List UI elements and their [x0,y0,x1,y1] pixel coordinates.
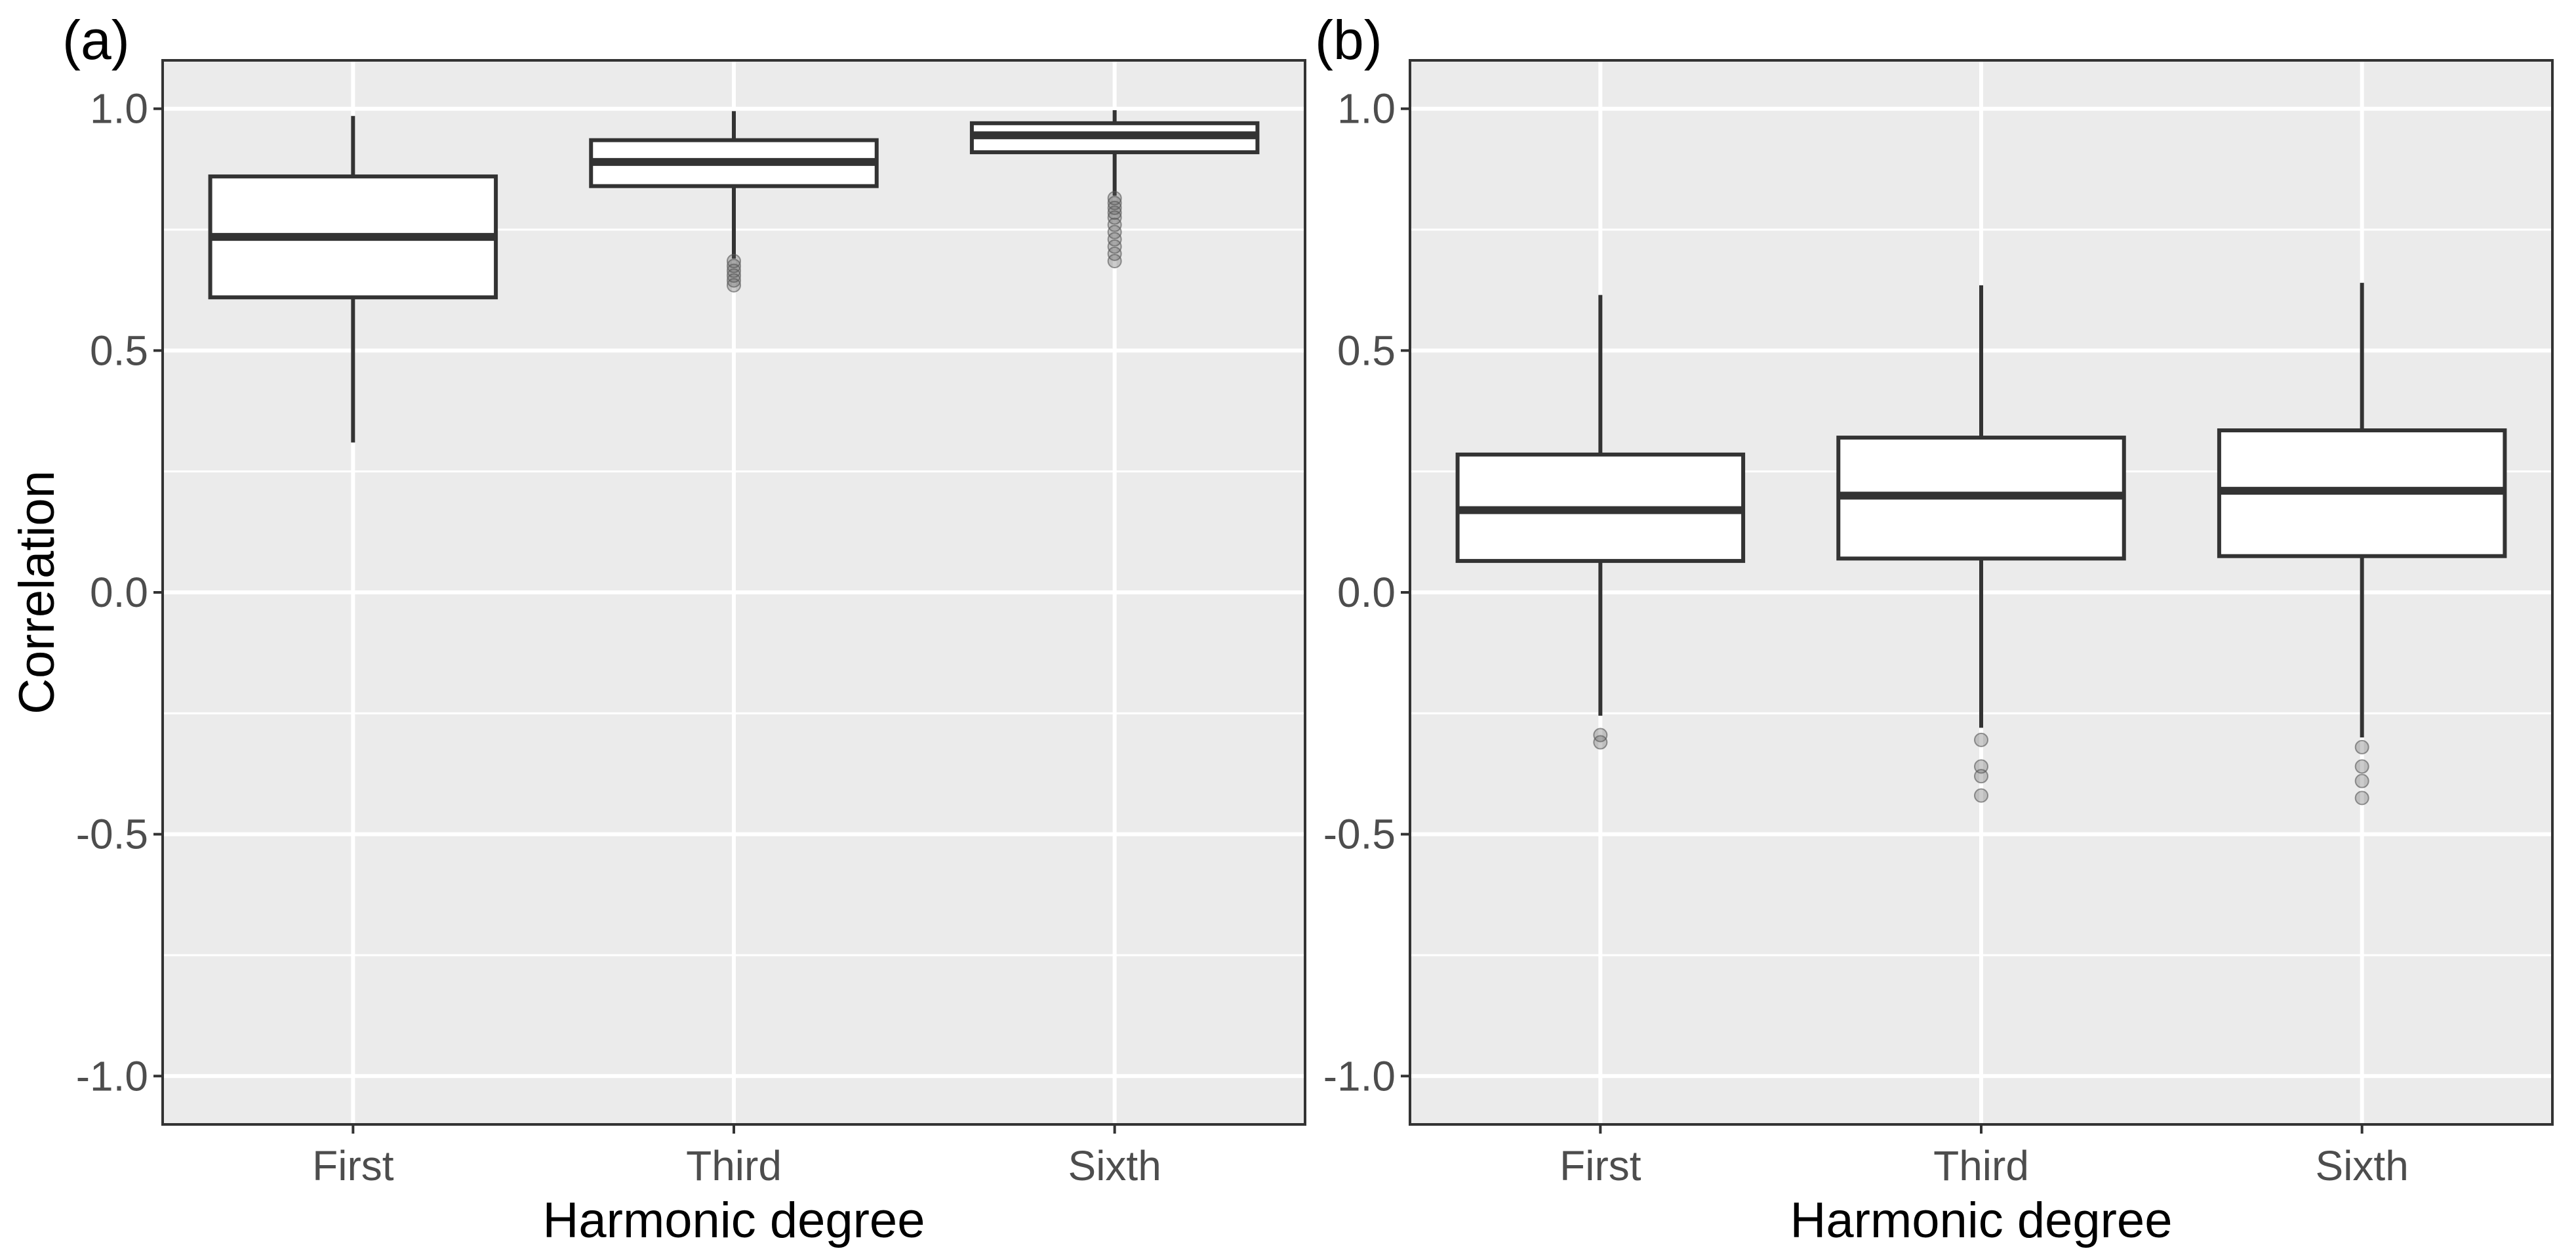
panel-b: 1.0 0.5 0.0 -0.5 -1.0 First Third Sixth Harmonic… [1315,9,2554,1248]
box-third [589,111,879,293]
y-tick-label: 0.5 [90,327,148,374]
x-tick-label: Sixth [1068,1142,1161,1189]
outlier-point [1107,253,1122,268]
x-axis-title: Harmonic degree [1790,1193,2173,1248]
outlier-point [727,277,741,293]
outlier-point [1107,224,1122,239]
box-first [1455,295,1746,750]
outlier-point [1107,205,1122,220]
y-tick-label: -0.5 [76,811,148,858]
outlier-point [727,273,741,288]
outlier-point [2354,791,2369,806]
outlier-point [1593,728,1608,743]
y-tick-label: -1.0 [76,1052,148,1099]
y-tick-label: 1.0 [90,85,148,133]
outlier-point [1974,769,1988,784]
outlier-point [1107,210,1122,225]
outlier-point [1974,788,1988,803]
panel-a: 1.0 0.5 0.0 -0.5 -1.0 First Third Sixth Harmonic… [9,9,1306,1248]
x-axis-title: Harmonic degree [543,1193,925,1248]
panel-label: (a) [62,9,130,71]
y-tick-label: 0.5 [1337,327,1396,374]
outlier-point [2354,773,2369,789]
x-tick-label: Third [1933,1142,2029,1189]
x-tick-label: Sixth [2316,1142,2409,1189]
y-tick-label: -1.0 [1323,1052,1396,1099]
box-sixth [969,110,1260,268]
panel-label: (b) [1315,9,1382,71]
y-tick-label: 1.0 [1337,85,1396,133]
y-tick-label: 0.0 [1337,569,1396,616]
y-tick-label: -0.5 [1323,811,1396,858]
y-axis-title: Correlation [9,470,65,714]
outlier-point [1974,732,1988,747]
outlier-point [1107,217,1122,232]
outlier-point [1593,735,1608,750]
outlier-point [2354,759,2369,774]
box-third [1836,285,2126,803]
y-tick-label: 0.0 [90,569,148,616]
outlier-point [2354,739,2369,754]
x-tick-label: Third [686,1142,782,1189]
x-tick-label: First [312,1142,394,1189]
x-tick-label: First [1560,1142,1641,1189]
box-first [208,115,498,443]
box-sixth [2217,283,2507,806]
outlier-point [1107,246,1122,261]
outlier-point [1107,239,1122,254]
outlier-point [1107,232,1122,247]
